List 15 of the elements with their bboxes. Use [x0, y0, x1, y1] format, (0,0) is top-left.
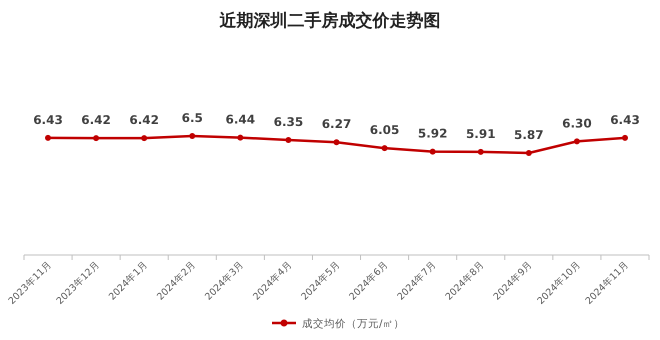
data-label: 6.42	[81, 113, 111, 128]
data-label: 6.30	[562, 116, 592, 130]
data-label: 6.43	[610, 112, 640, 127]
data-label: 5.91	[466, 126, 496, 141]
data-label: 6.44	[226, 112, 256, 127]
title: 近期深圳二手房成交价走势图	[220, 11, 440, 31]
data-label: 6.42	[129, 113, 159, 128]
data-label: 6.27	[322, 117, 352, 132]
data-label: 6.5	[182, 111, 203, 125]
data-label: 5.87	[514, 128, 544, 142]
legend-label: 成交均价（万元/㎡）	[302, 318, 405, 330]
data-label: 6.43	[33, 112, 63, 127]
data-label: 6.35	[274, 115, 304, 130]
data-label: 5.92	[418, 126, 448, 141]
data-label: 6.05	[370, 123, 400, 138]
